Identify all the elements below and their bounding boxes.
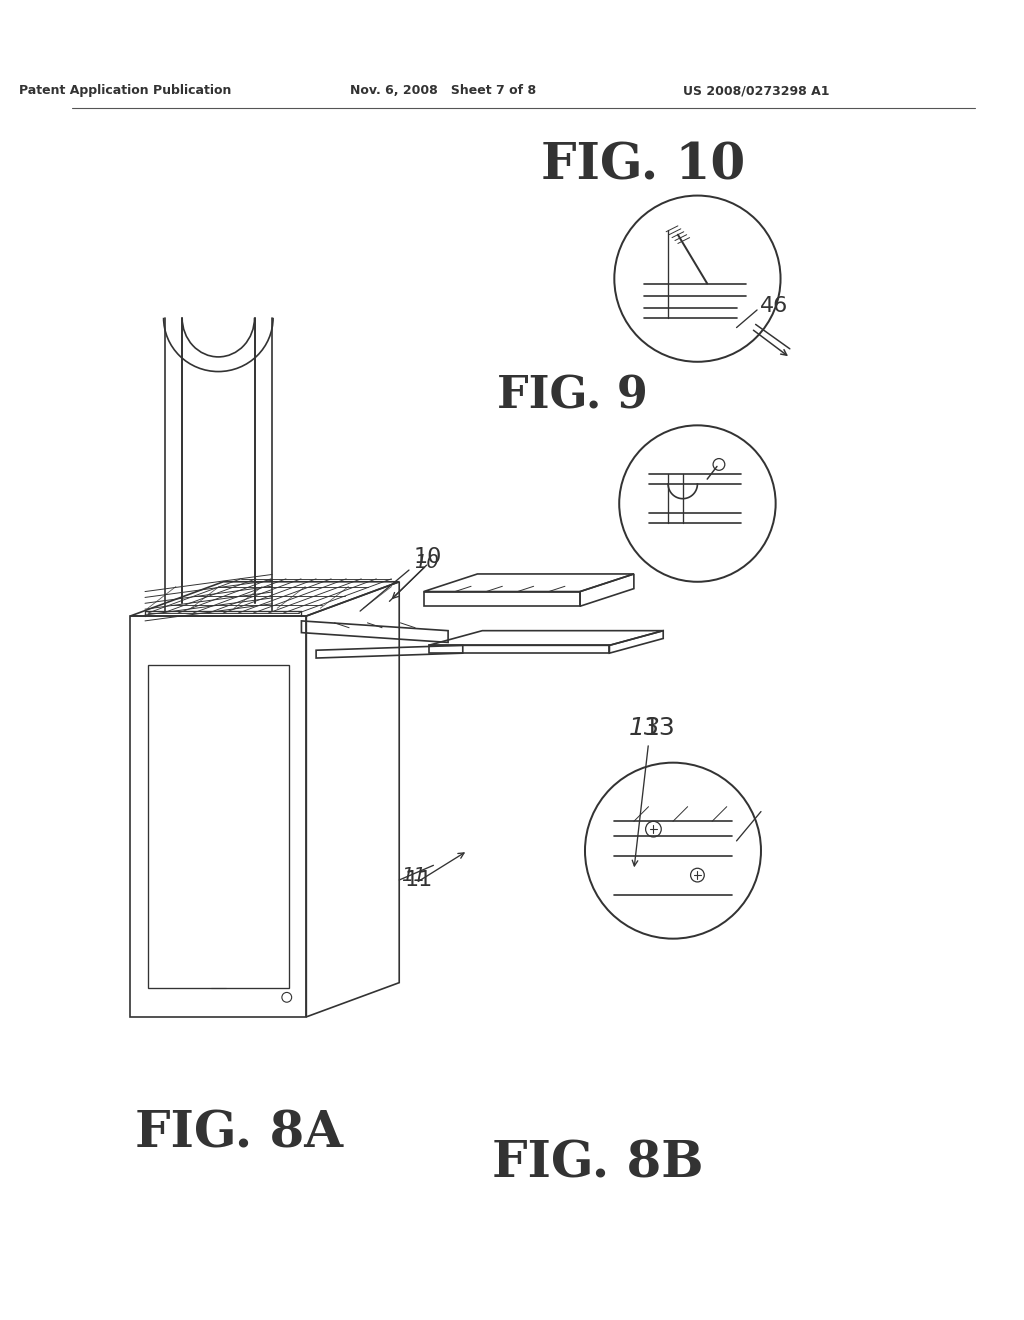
Text: 10: 10 [414, 553, 438, 572]
Text: 11: 11 [401, 866, 426, 884]
Bar [130, 616, 306, 1016]
Bar [147, 665, 289, 987]
Text: US 2008/0273298 A1: US 2008/0273298 A1 [683, 84, 829, 98]
Text: 11: 11 [404, 870, 432, 890]
Bar [429, 645, 609, 653]
Text: FIG. 8A: FIG. 8A [135, 1110, 343, 1159]
Text: Patent Application Publication: Patent Application Publication [19, 84, 231, 98]
Text: 13: 13 [629, 717, 660, 741]
Bar [424, 591, 581, 606]
Text: 46: 46 [760, 296, 788, 315]
Text: Nov. 6, 2008   Sheet 7 of 8: Nov. 6, 2008 Sheet 7 of 8 [350, 84, 537, 98]
Text: FIG. 10: FIG. 10 [541, 141, 745, 190]
Text: 13: 13 [644, 717, 676, 741]
Text: 10: 10 [414, 548, 442, 568]
Text: FIG. 9: FIG. 9 [497, 375, 648, 417]
Text: FIG. 8B: FIG. 8B [493, 1139, 703, 1188]
